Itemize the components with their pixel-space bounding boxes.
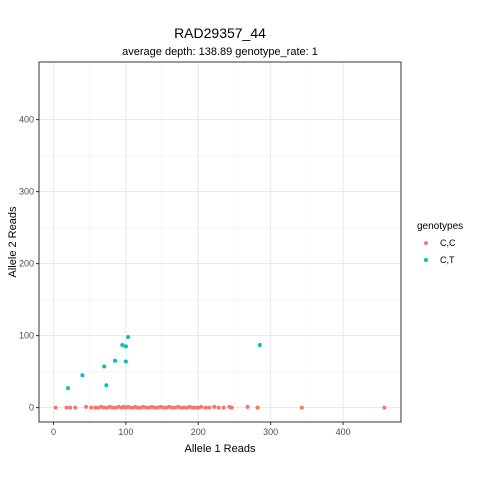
data-point-series-1 [120,342,125,347]
x-axis-title: Allele 1 Reads [185,443,256,455]
data-point-series-0 [144,405,149,410]
x-tick-label: 300 [263,427,278,437]
data-point-series-0 [382,405,387,410]
data-point-series-0 [193,405,198,410]
data-point-series-1 [257,342,262,347]
y-tick-label: 200 [19,259,34,269]
data-point-series-0 [161,405,166,410]
data-point-series-0 [53,405,58,410]
data-point-series-0 [170,405,175,410]
data-point-series-1 [123,344,128,349]
data-point-series-0 [135,405,140,410]
data-point-series-0 [212,404,217,409]
legend-swatch [424,241,428,245]
data-point-series-1 [80,373,85,378]
data-point-series-0 [102,405,107,410]
x-tick-label: 400 [336,427,351,437]
grid [39,62,401,422]
data-point-series-0 [73,405,78,410]
y-tick-label: 100 [19,331,34,341]
legend-swatch [424,258,428,262]
data-point-series-0 [181,405,186,410]
data-point-series-0 [229,405,234,410]
data-point-series-0 [207,405,212,410]
data-point-series-1 [104,383,109,388]
data-point-series-0 [203,405,208,410]
data-points [53,335,387,410]
data-point-series-0 [255,405,260,410]
data-point-series-1 [65,386,70,391]
data-point-series-1 [113,358,118,363]
data-point-series-1 [102,364,107,369]
legend-title: genotypes [417,221,463,232]
data-point-series-1 [123,359,128,364]
data-point-series-0 [190,405,195,410]
data-point-series-0 [89,405,94,410]
legend: genotypes C,C C,T [417,221,463,265]
data-point-series-0 [64,405,69,410]
data-point-series-0 [245,404,250,409]
data-point-series-0 [128,405,133,410]
legend-label: C,T [440,255,455,265]
data-point-series-0 [216,405,221,410]
data-point-series-0 [68,405,73,410]
data-point-series-0 [199,404,204,409]
data-point-series-0 [299,405,304,410]
data-point-series-1 [126,335,131,340]
data-point-series-0 [178,405,183,410]
y-tick-label: 300 [19,187,34,197]
x-tick-label: 100 [118,427,133,437]
legend-label: C,C [440,238,456,248]
chart-subtitle: average depth: 138.89 genotype_rate: 1 [122,46,318,58]
data-point-series-0 [93,405,98,410]
data-point-series-0 [110,405,115,410]
y-tick-label: 400 [19,115,34,125]
data-point-series-0 [152,405,157,410]
y-axis-title: Allele 2 Reads [7,206,19,277]
chart-title: RAD29357_44 [174,25,266,41]
x-tick-label: 0 [51,427,56,437]
axis-ticks: 0 100 200 300 400 0 100 200 300 400 [19,115,351,437]
y-tick-label: 0 [29,403,34,413]
x-tick-label: 200 [191,427,206,437]
plot-panel-border [38,61,402,423]
data-point-series-0 [84,404,89,409]
data-point-series-0 [221,405,226,410]
